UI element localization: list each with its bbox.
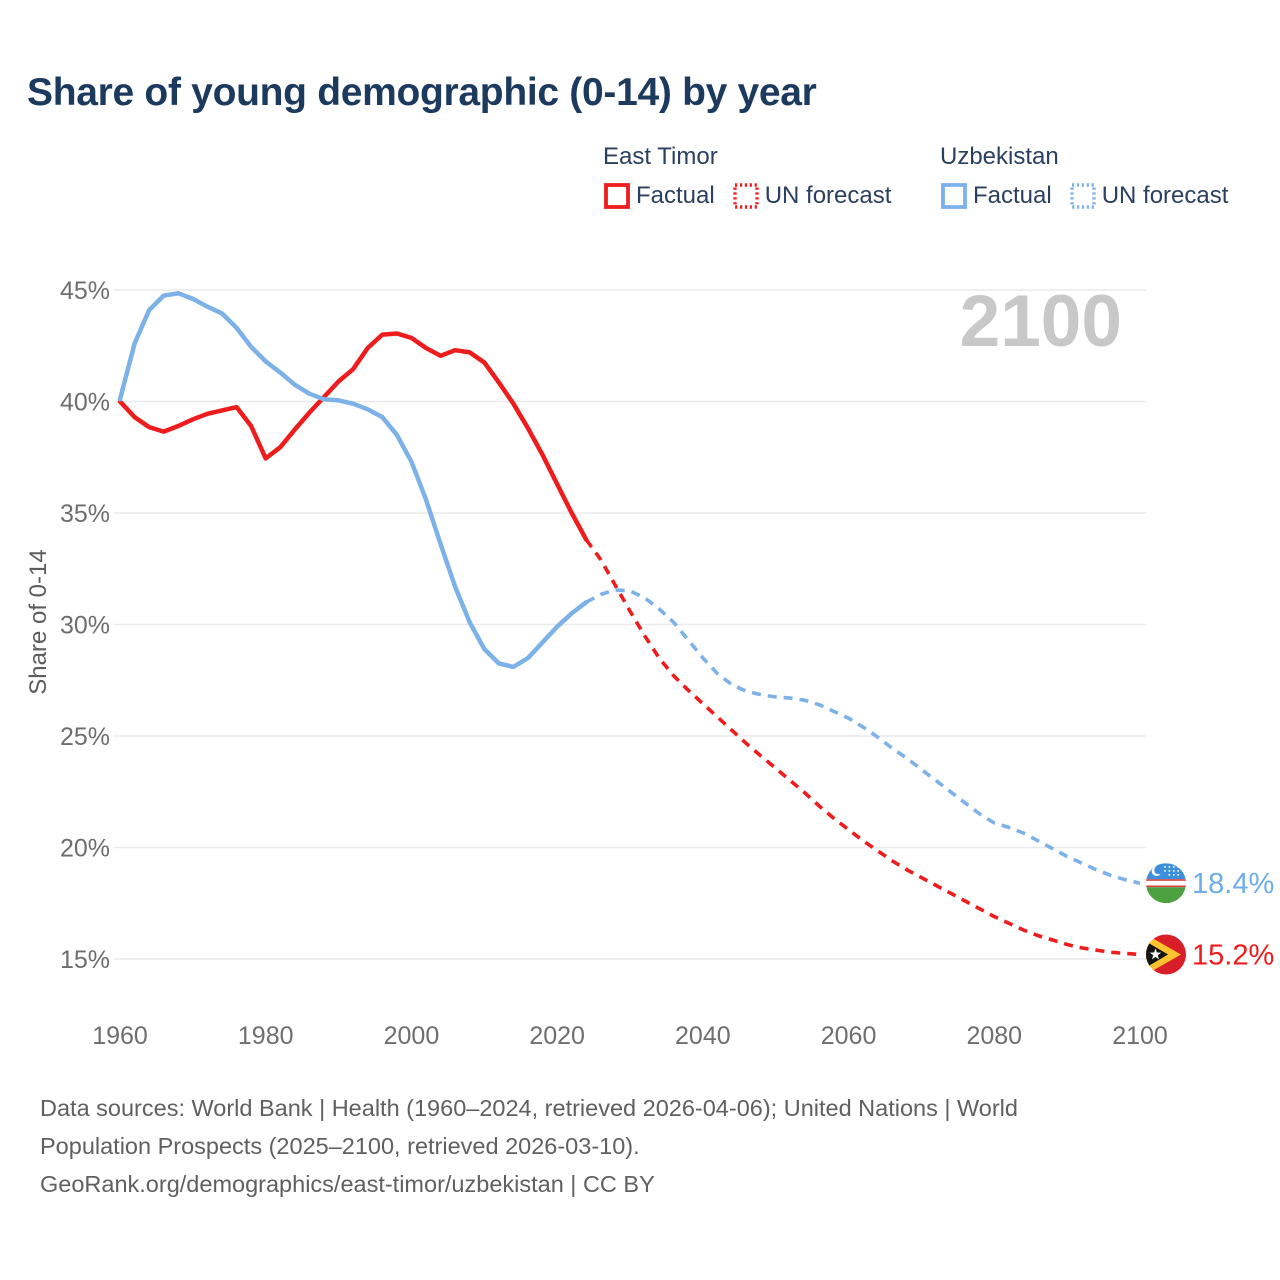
legend-country-label: Uzbekistan (940, 143, 1059, 170)
legend-item-label: Factual (636, 182, 715, 209)
data-series (117, 291, 1141, 957)
legend-group-east-timor: East Timor Factual UN forecast (603, 143, 891, 210)
data-sources-line: Population Prospects (2025–2100, retriev… (40, 1133, 640, 1159)
axis-tick-labels: 45% 40% 35% 30% 25% 20% 15% 1960 1980 2000 2020 204… (60, 277, 1168, 1050)
legend-country-label: East Timor (603, 143, 718, 170)
y-tick-label: 45% (60, 277, 110, 305)
x-tick-label: 2000 (384, 1022, 440, 1050)
x-tick-label: 2020 (529, 1022, 585, 1050)
y-tick-label: 25% (60, 723, 110, 751)
x-tick-label: 2100 (1112, 1022, 1168, 1050)
uzbekistan-factual-swatch-icon (941, 183, 967, 209)
east-timor-factual-swatch-icon (604, 183, 630, 209)
east-timor-flag-icon (1146, 934, 1186, 975)
x-tick-label: 2040 (675, 1022, 731, 1050)
east-timor-forecast-swatch-icon (733, 183, 759, 209)
east-timor-factual-line (117, 331, 589, 543)
legend-item-label: Factual (973, 182, 1052, 209)
attribution-link: GeoRank.org/demographics/east-timor/uzbe… (40, 1171, 655, 1197)
x-tick-label: 2060 (821, 1022, 877, 1050)
y-tick-label: 30% (60, 612, 110, 640)
x-tick-label: 1980 (238, 1022, 294, 1050)
uzbekistan-forecast-line (585, 588, 1141, 885)
gridlines (114, 289, 1146, 960)
y-tick-label: 35% (60, 500, 110, 528)
watermark-year: 2100 (960, 281, 1122, 362)
east-timor-forecast-line (584, 538, 1141, 957)
x-tick-label: 1960 (92, 1022, 148, 1050)
uzbekistan-factual-line (117, 291, 589, 670)
y-tick-label: 20% (60, 835, 110, 863)
uzbekistan-flag-icon (1146, 863, 1186, 904)
uzbekistan-end-value: 18.4% (1192, 868, 1274, 900)
y-tick-label: 40% (60, 389, 110, 417)
legend-item-label: UN forecast (1101, 182, 1229, 209)
y-tick-label: 15% (60, 946, 110, 974)
page-title: Share of young demographic (0-14) by yea… (27, 71, 817, 114)
uzbekistan-forecast-swatch-icon (1070, 183, 1096, 209)
east-timor-end-value: 15.2% (1192, 940, 1274, 972)
legend-group-uzbekistan: Uzbekistan Factual UN forecast (940, 143, 1228, 210)
x-tick-label: 2080 (966, 1022, 1022, 1050)
data-sources-line: Data sources: World Bank | Health (1960–… (40, 1095, 1018, 1121)
legend-item-label: UN forecast (764, 182, 892, 209)
data-sources-note: Data sources: World Bank | Health (1960–… (40, 1089, 1220, 1203)
y-axis-title: Share of 0-14 (25, 549, 52, 694)
